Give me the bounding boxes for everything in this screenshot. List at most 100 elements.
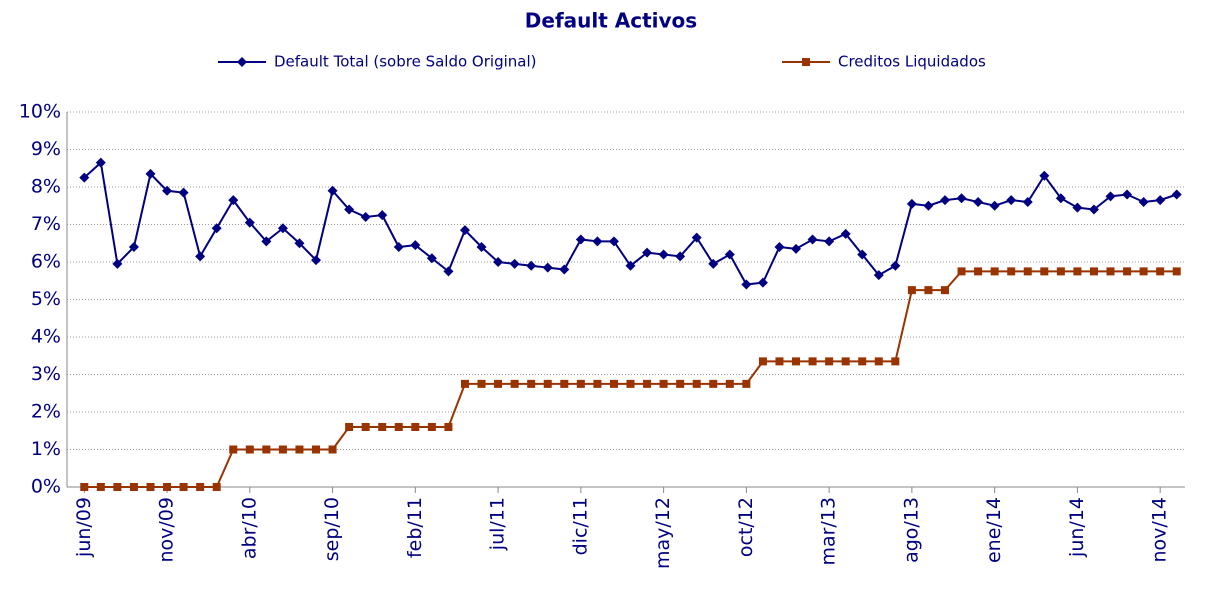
data-point <box>526 260 537 271</box>
y-tick-label: 4% <box>31 326 61 348</box>
data-point <box>708 258 719 269</box>
data-point <box>1073 267 1082 276</box>
data-point <box>857 249 868 260</box>
data-point <box>345 423 354 431</box>
data-point <box>178 187 189 198</box>
data-point <box>990 267 999 276</box>
data-point <box>775 357 784 366</box>
data-point <box>360 212 371 222</box>
data-point <box>96 483 105 491</box>
x-tick-label: ago/13 <box>900 497 922 563</box>
legend-marker <box>802 58 810 66</box>
data-point <box>327 185 338 196</box>
data-point <box>1039 170 1050 181</box>
data-point <box>179 483 188 491</box>
data-point <box>261 236 272 247</box>
data-point <box>924 286 933 295</box>
data-point <box>459 225 470 236</box>
data-point <box>510 379 519 388</box>
data-point <box>692 379 701 388</box>
data-point <box>906 198 917 209</box>
data-point <box>575 234 586 245</box>
data-point <box>1123 267 1132 276</box>
y-tick-label: 3% <box>31 363 61 385</box>
data-point <box>1022 197 1033 207</box>
data-point <box>95 157 106 168</box>
data-point <box>758 357 767 366</box>
data-point <box>211 223 222 234</box>
data-point <box>244 217 255 228</box>
data-point <box>974 267 983 276</box>
x-tick-label: jul/11 <box>487 497 509 551</box>
data-point <box>1122 189 1133 200</box>
y-tick-label: 6% <box>31 251 61 273</box>
data-point <box>560 379 569 388</box>
data-point <box>344 204 355 215</box>
data-point <box>328 445 337 454</box>
data-point <box>725 379 734 388</box>
data-point <box>543 379 552 388</box>
data-point <box>129 483 138 491</box>
data-point <box>245 445 254 454</box>
chart-title: Default Activos <box>525 9 697 33</box>
data-point <box>527 379 536 388</box>
data-point <box>228 195 239 206</box>
y-tick-label: 7% <box>31 213 61 235</box>
data-point <box>907 286 916 295</box>
data-point <box>858 357 867 366</box>
x-tick-label: sep/10 <box>321 497 343 561</box>
x-tick-label: may/12 <box>652 497 674 569</box>
data-point <box>1056 267 1065 276</box>
data-point <box>1006 195 1017 206</box>
data-point <box>940 286 949 295</box>
y-tick-label: 0% <box>31 476 61 498</box>
data-point <box>1055 193 1066 204</box>
data-point <box>229 445 238 454</box>
data-point <box>128 242 139 252</box>
data-point <box>1106 267 1115 276</box>
y-tick-label: 9% <box>31 138 61 160</box>
data-point <box>625 260 636 271</box>
data-point <box>295 445 304 454</box>
data-point <box>410 240 421 251</box>
data-point <box>1072 202 1083 213</box>
y-tick-label: 1% <box>31 438 61 460</box>
data-point <box>592 236 603 247</box>
data-point <box>824 236 835 247</box>
y-tick-label: 10% <box>19 101 61 123</box>
data-point <box>890 260 901 271</box>
data-point <box>608 236 619 247</box>
x-tick-label: ene/14 <box>983 497 1005 563</box>
data-point <box>1023 267 1032 276</box>
y-tick-label: 5% <box>31 288 61 310</box>
data-point <box>162 185 173 196</box>
data-point <box>542 262 553 273</box>
data-point <box>742 379 751 388</box>
x-tick-label: dic/11 <box>569 497 591 555</box>
data-point <box>791 243 802 254</box>
data-point <box>493 257 504 267</box>
data-point <box>311 255 322 266</box>
data-point <box>1139 267 1148 276</box>
data-point <box>163 483 172 491</box>
data-point <box>691 232 702 243</box>
data-point <box>195 251 206 262</box>
data-point <box>1105 191 1116 202</box>
data-point <box>841 357 850 366</box>
data-point <box>593 379 602 388</box>
data-point <box>891 357 900 366</box>
series-line <box>84 270 1177 488</box>
x-tick-label: mar/13 <box>818 497 840 566</box>
data-point <box>112 258 123 269</box>
legend-label: Creditos Liquidados <box>838 53 986 71</box>
data-point <box>426 253 437 264</box>
data-point <box>1089 267 1098 276</box>
data-point <box>394 423 403 431</box>
data-point <box>1088 204 1099 215</box>
data-point <box>494 379 503 388</box>
data-point <box>989 200 1000 211</box>
y-tick-label: 8% <box>31 176 61 198</box>
data-point <box>874 357 883 366</box>
data-point <box>1155 195 1166 206</box>
